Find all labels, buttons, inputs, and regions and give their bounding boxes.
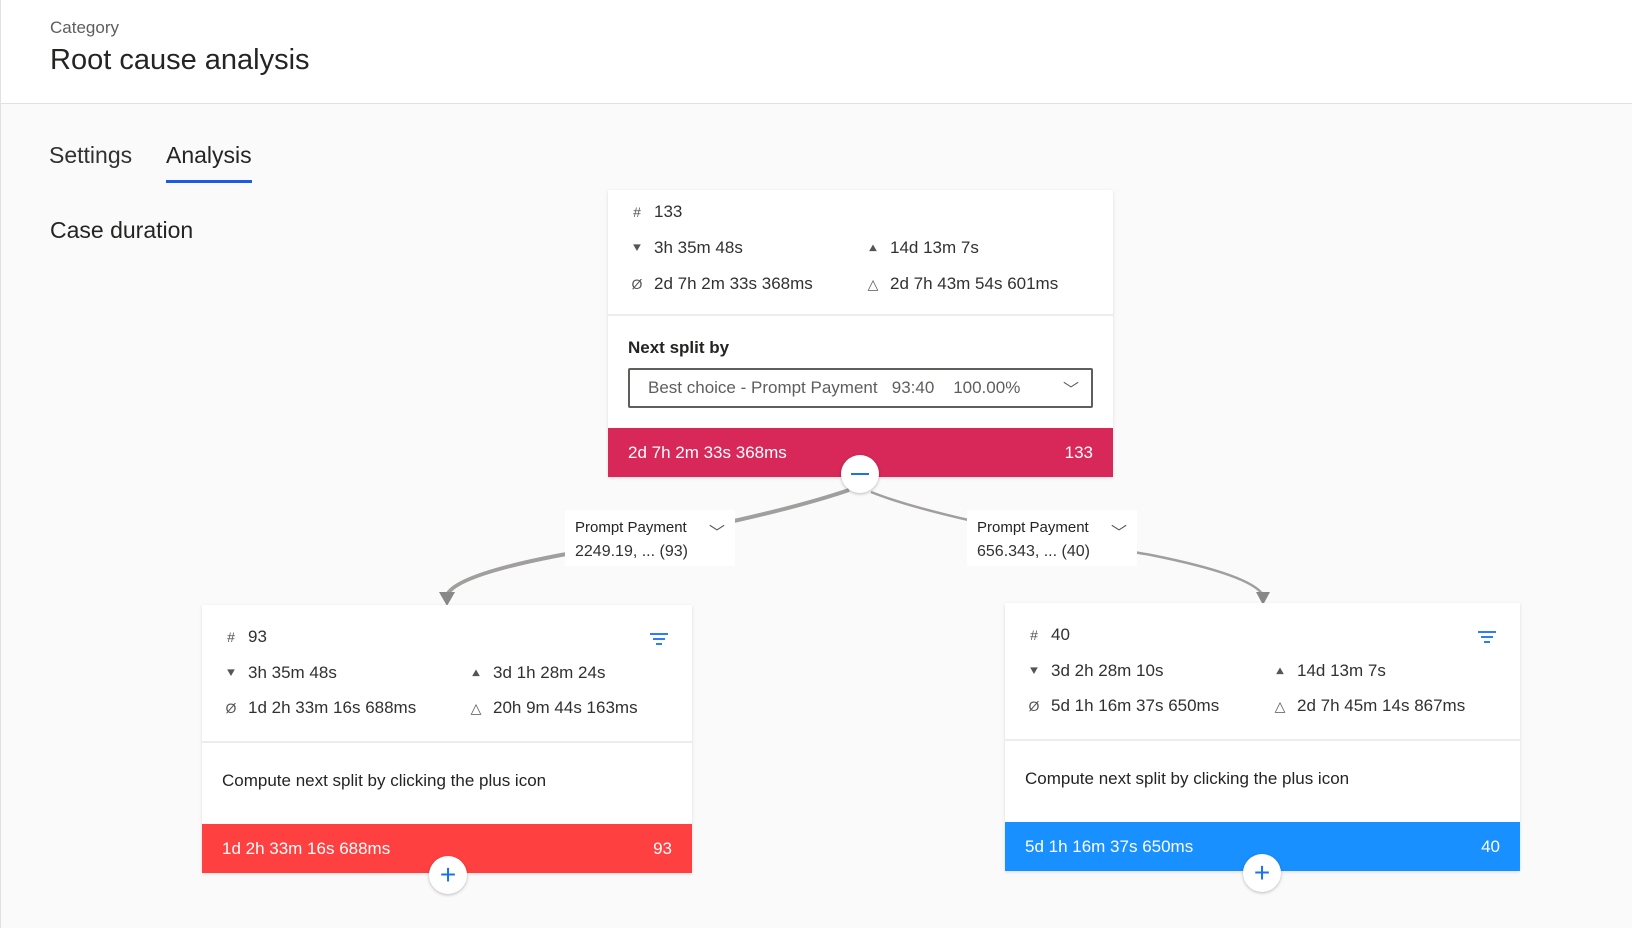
bar-duration: 1d 2h 33m 16s 688ms: [222, 838, 391, 858]
category-label: Category: [50, 18, 119, 37]
filter-icon[interactable]: [650, 633, 668, 647]
min-duration: 3h 35m 48s: [654, 238, 743, 257]
filter-icon[interactable]: [1478, 631, 1496, 645]
edge-title: Prompt Payment: [977, 519, 1089, 536]
delta-icon: △: [470, 699, 482, 716]
avg-duration: 5d 1h 16m 37s 650ms: [1051, 696, 1220, 715]
max-duration: 14d 13m 7s: [1297, 661, 1386, 680]
hash-icon: #: [1030, 627, 1038, 643]
case-count: 133: [654, 202, 683, 221]
plus-icon: +: [1253, 857, 1271, 888]
chevron-down-icon: ﹀: [1062, 382, 1079, 399]
avg-duration: 2d 7h 2m 33s 368ms: [654, 274, 813, 293]
average-icon: Ø: [631, 276, 643, 292]
split-hint: Compute next split by clicking the plus …: [1025, 769, 1350, 788]
max-icon: ⯅: [867, 239, 879, 256]
child-node-card-right: #40 ⯆ 3d 2h 28m 10s ⯅ 14d 13m 7s Ø 5d 1h 16…: [1005, 603, 1520, 871]
collapse-button[interactable]: [841, 455, 879, 493]
chevron-down-icon[interactable]: ﹀: [708, 525, 725, 542]
edge-label-left[interactable]: Prompt Payment 2249.19, ... (93) ﹀: [565, 510, 735, 566]
child-node-card-left: #93 ⯆ 3h 35m 48s ⯅ 3d 1h 28m 24s Ø 1d 2h 33…: [202, 605, 692, 873]
bar-duration: 2d 7h 2m 33s 368ms: [628, 442, 787, 462]
root-node-card: #133 ⯆ 3h 35m 48s ⯅ 14d 13m 7s Ø 2d 7h 2m 3…: [608, 190, 1113, 477]
split-dropdown-value: Best choice - Prompt Payment 93:40 100.0…: [648, 378, 1021, 397]
edge-value: 2249.19, ... (93): [575, 543, 688, 560]
delta-icon: △: [1274, 697, 1286, 714]
bar-duration: 5d 1h 16m 37s 650ms: [1025, 836, 1194, 856]
max-icon: ⯅: [1274, 662, 1286, 679]
bar-count: 93: [653, 838, 672, 858]
minus-icon: [851, 473, 869, 475]
stddev-duration: 2d 7h 45m 14s 867ms: [1297, 696, 1466, 715]
split-hint: Compute next split by clicking the plus …: [222, 771, 547, 790]
case-count: 93: [248, 627, 267, 646]
edge-label-right[interactable]: Prompt Payment 656.343, ... (40) ﹀: [967, 510, 1137, 566]
average-icon: Ø: [225, 700, 237, 716]
stddev-duration: 2d 7h 43m 54s 601ms: [890, 274, 1059, 293]
edge-value: 656.343, ... (40): [977, 543, 1090, 560]
next-split-label: Next split by: [628, 338, 730, 357]
min-icon: ⯆: [631, 239, 643, 256]
tab-settings[interactable]: Settings: [49, 142, 133, 168]
stddev-duration: 20h 9m 44s 163ms: [493, 698, 638, 717]
arrow-left: [439, 592, 455, 606]
min-icon: ⯆: [1028, 662, 1040, 679]
expand-button-right[interactable]: +: [1243, 854, 1281, 892]
expand-button-left[interactable]: +: [429, 856, 467, 894]
min-icon: ⯆: [225, 664, 237, 681]
max-duration: 14d 13m 7s: [890, 238, 979, 257]
tab-analysis[interactable]: Analysis: [166, 142, 252, 183]
avg-duration: 1d 2h 33m 16s 688ms: [248, 698, 417, 717]
split-dropdown[interactable]: Best choice - Prompt Payment 93:40 100.0…: [628, 368, 1093, 408]
divider: [1005, 739, 1520, 741]
divider: [608, 314, 1113, 316]
max-icon: ⯅: [470, 664, 482, 681]
hash-icon: #: [633, 204, 641, 220]
arrow-right: [1256, 592, 1270, 605]
page-title: Root cause analysis: [50, 44, 310, 76]
plus-icon: +: [439, 859, 457, 890]
bar-count: 133: [1064, 442, 1093, 462]
chevron-down-icon[interactable]: ﹀: [1110, 525, 1127, 542]
max-duration: 3d 1h 28m 24s: [493, 663, 606, 682]
bar-count: 40: [1481, 836, 1500, 856]
case-count: 40: [1051, 625, 1070, 644]
delta-icon: △: [867, 275, 879, 292]
divider: [202, 741, 692, 743]
average-icon: Ø: [1028, 698, 1040, 714]
min-duration: 3h 35m 48s: [248, 663, 337, 682]
section-title: Case duration: [50, 217, 194, 243]
hash-icon: #: [227, 629, 235, 645]
header: Category Root cause analysis: [1, 0, 1632, 104]
edge-title: Prompt Payment: [575, 519, 687, 536]
min-duration: 3d 2h 28m 10s: [1051, 661, 1164, 680]
